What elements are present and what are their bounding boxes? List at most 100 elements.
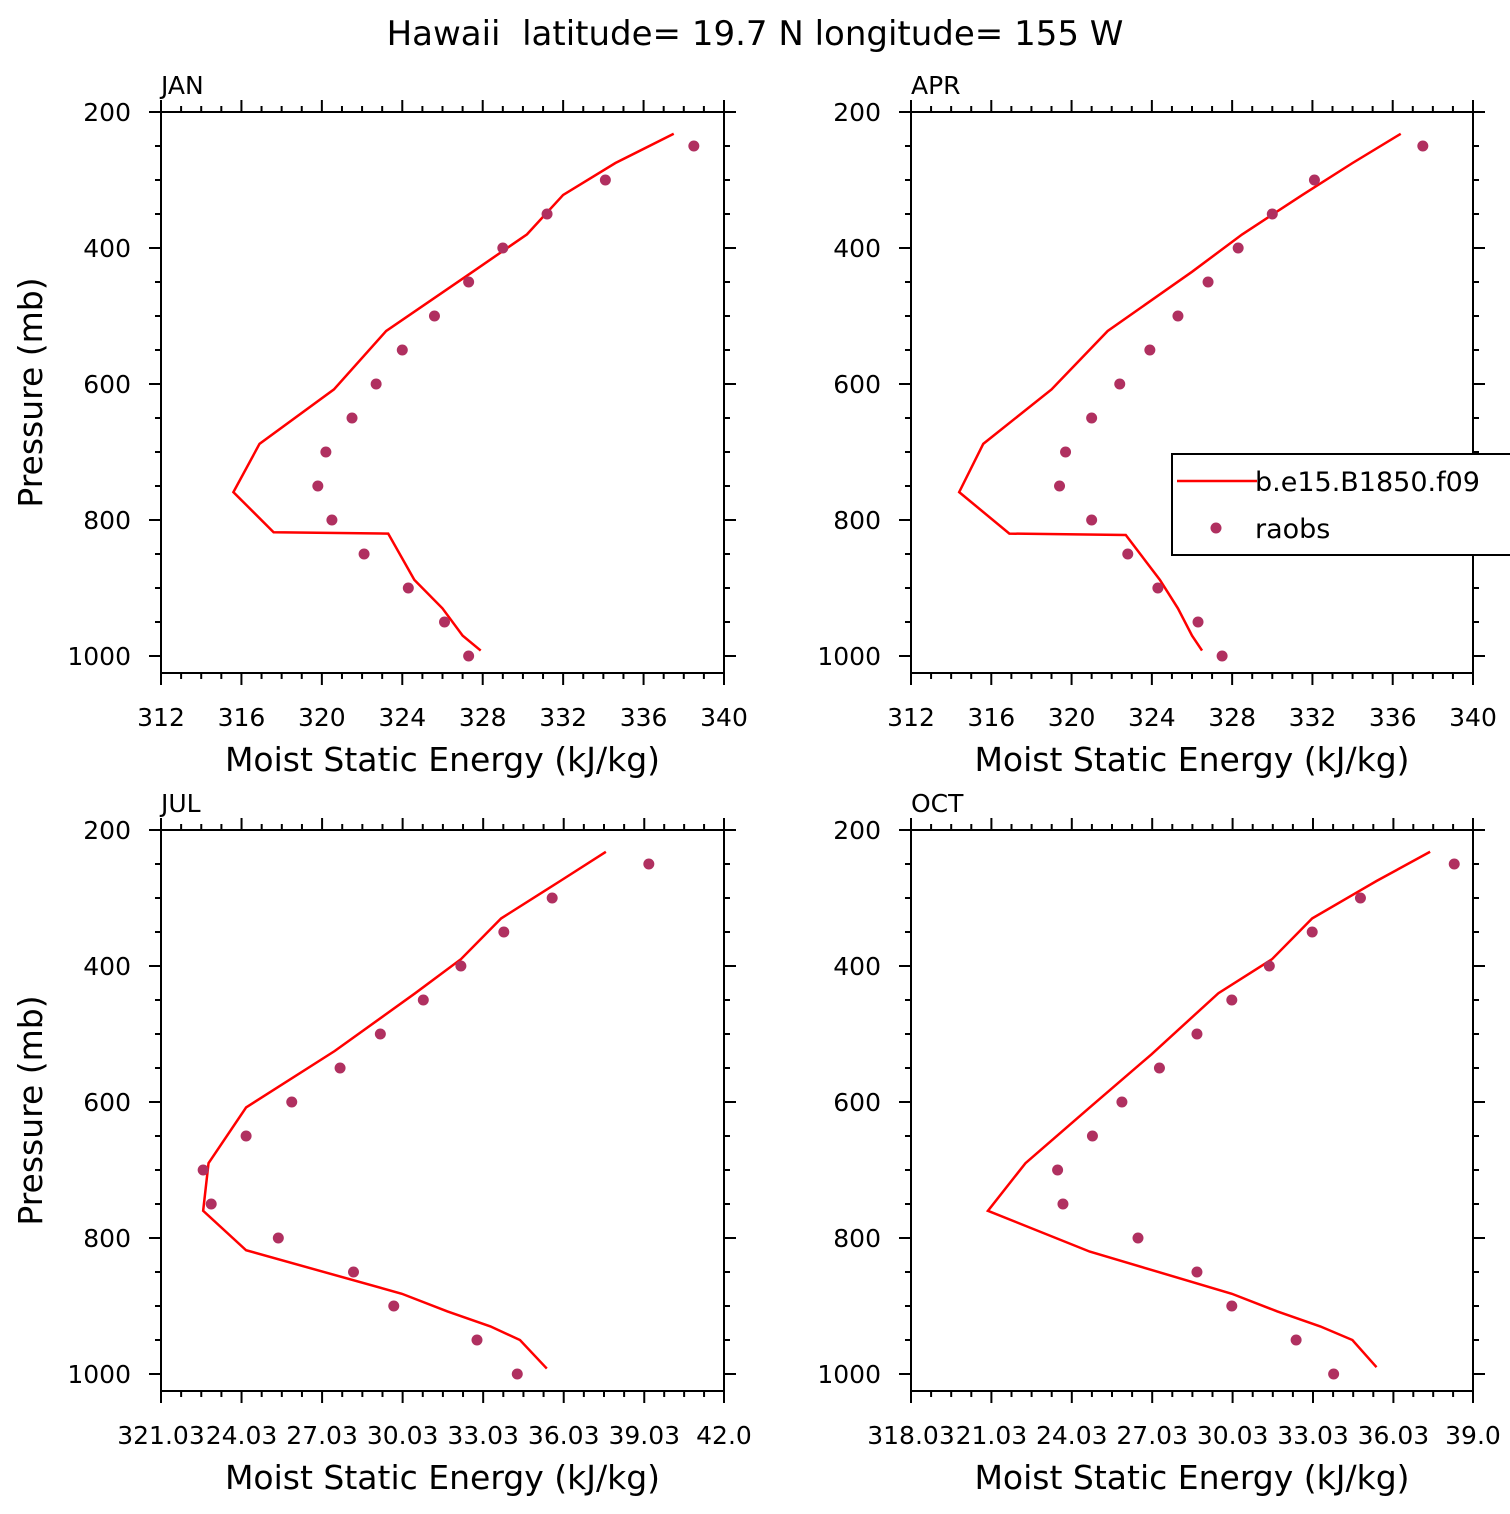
x-tick-label: 33.03: [447, 1421, 519, 1450]
x-tick-label: 332: [539, 703, 587, 732]
raobs-point: [1116, 1096, 1128, 1108]
raobs-point: [197, 1164, 209, 1176]
y-tick-label: 800: [83, 1224, 131, 1253]
x-tick-label: 312: [887, 703, 935, 732]
x-tick-label: 30.03: [1197, 1421, 1269, 1450]
raobs-point: [358, 548, 370, 560]
raobs-point: [455, 960, 467, 972]
x-tick-label: 336: [620, 703, 668, 732]
x-tick-label: 320: [1048, 703, 1096, 732]
raobs-point: [546, 892, 558, 904]
y-tick-label: 600: [83, 370, 131, 399]
panel-label: JUL: [159, 789, 201, 818]
series-line-model: [985, 850, 1431, 1369]
raobs-point: [346, 412, 358, 424]
legend-point-swatch: [1210, 522, 1222, 534]
x-tick-label: 24.03: [1036, 1421, 1108, 1450]
x-tick-label: 336: [1369, 703, 1417, 732]
raobs-point: [541, 208, 553, 220]
y-tick-label: 600: [83, 1088, 131, 1117]
y-axis-label: Pressure (mb): [11, 277, 50, 507]
x-tick-label: 39.0: [1445, 1421, 1501, 1450]
raobs-point: [1086, 514, 1098, 526]
x-tick-label: 36.03: [1358, 1421, 1430, 1450]
x-tick-label: 27.03: [286, 1421, 358, 1450]
raobs-point: [643, 858, 655, 870]
raobs-point: [417, 994, 429, 1006]
raobs-point: [1052, 1164, 1064, 1176]
legend-label-model: b.e15.B1850.f09: [1255, 467, 1480, 498]
panel-jan: JAN 312 316 320 324 328 332 336 340 200 400 600 800 1…: [11, 71, 748, 779]
y-tick-label: 1000: [817, 1360, 881, 1389]
y-tick-label: 600: [833, 370, 881, 399]
y-tick-label: 600: [833, 1088, 881, 1117]
y-tick-label: 400: [833, 952, 881, 981]
panels-group: JAN 312 316 320 324 328 332 336 340 200 400 600 800 1…: [11, 71, 1501, 1497]
raobs-point: [1263, 960, 1275, 972]
x-tick-label: 30.03: [367, 1421, 439, 1450]
x-tick-label: 316: [967, 703, 1015, 732]
raobs-point: [320, 446, 332, 458]
y-tick-label: 400: [833, 234, 881, 263]
x-tick-label: 318.03: [867, 1421, 954, 1450]
y-axis-label: Pressure (mb): [11, 995, 50, 1225]
x-tick-label: 36.03: [528, 1421, 600, 1450]
y-tick-label: 200: [833, 98, 881, 127]
raobs-point: [286, 1096, 298, 1108]
series-line-model: [231, 132, 675, 652]
raobs-point: [1054, 480, 1066, 492]
raobs-point: [1417, 140, 1429, 152]
raobs-point: [1202, 276, 1214, 288]
raobs-point: [205, 1198, 217, 1210]
raobs-point: [463, 276, 475, 288]
panel-jul: JUL 321.03 24.03 27.03 30.03 33.03 36.03 39.03 4…: [11, 789, 752, 1497]
x-tick-label: 321.03: [117, 1421, 204, 1450]
raobs-point: [1266, 208, 1278, 220]
raobs-point: [347, 1266, 359, 1278]
raobs-point: [1232, 242, 1244, 254]
raobs-point: [1308, 174, 1320, 186]
y-tick-label: 1000: [67, 1360, 131, 1389]
raobs-point: [1354, 892, 1366, 904]
raobs-point: [312, 480, 324, 492]
x-tick-label: 328: [1208, 703, 1256, 732]
raobs-point: [497, 242, 509, 254]
x-tick-label: 39.03: [608, 1421, 680, 1450]
raobs-point: [463, 650, 475, 662]
raobs-point: [428, 310, 440, 322]
legend-box: [1171, 453, 1510, 556]
raobs-point: [1172, 310, 1184, 322]
raobs-point: [688, 140, 700, 152]
x-tick-label: 328: [459, 703, 507, 732]
x-tick-label: 21.03: [956, 1421, 1028, 1450]
raobs-point: [1306, 926, 1318, 938]
raobs-point: [326, 514, 338, 526]
raobs-point: [1448, 858, 1460, 870]
raobs-point: [334, 1062, 346, 1074]
raobs-point: [1191, 1266, 1203, 1278]
raobs-point: [1328, 1368, 1340, 1380]
raobs-point: [396, 344, 408, 356]
series-line-model: [957, 132, 1402, 652]
raobs-point: [1191, 1028, 1203, 1040]
series-line-model: [201, 850, 607, 1370]
x-tick-label: 42.0: [696, 1421, 752, 1450]
y-tick-label: 400: [83, 952, 131, 981]
raobs-point: [402, 582, 414, 594]
panel-apr: APR 312 316 320 324 328 332 336 340 200 400 600 800 1…: [817, 71, 1496, 779]
raobs-point: [370, 378, 382, 390]
x-tick-label: 332: [1289, 703, 1337, 732]
panel-label: JAN: [159, 71, 204, 100]
legend-label-obs: raobs: [1255, 514, 1330, 545]
raobs-point: [511, 1368, 523, 1380]
raobs-point: [1057, 1198, 1069, 1210]
legend: b.e15.B1850.f09 raobs: [1171, 453, 1510, 556]
raobs-point: [1144, 344, 1156, 356]
x-axis-label: Moist Static Energy (kJ/kg): [225, 1458, 660, 1497]
y-tick-label: 1000: [67, 642, 131, 671]
x-tick-label: 24.03: [206, 1421, 278, 1450]
figure-title: Hawaii latitude= 19.7 N longitude= 155 W: [387, 14, 1124, 54]
x-tick-label: 312: [137, 703, 185, 732]
x-tick-label: 324: [378, 703, 426, 732]
